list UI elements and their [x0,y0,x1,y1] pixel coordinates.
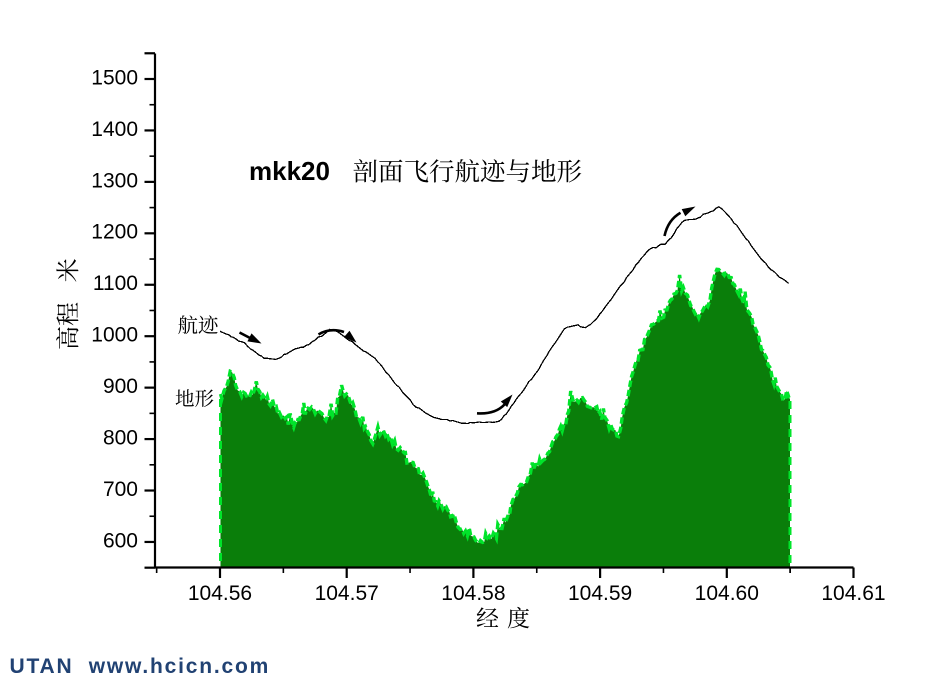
svg-text:1200: 1200 [91,221,138,244]
svg-text:700: 700 [103,478,138,501]
svg-text:mkk20: mkk20 [249,156,330,186]
svg-text:104.58: 104.58 [441,582,505,605]
svg-text:900: 900 [103,375,138,398]
svg-text:UTAN www.hcicn.com: UTAN www.hcicn.com [10,655,271,678]
svg-text:104.57: 104.57 [315,582,379,605]
svg-text:1400: 1400 [91,118,138,141]
svg-text:104.56: 104.56 [188,582,252,605]
svg-text:1300: 1300 [91,169,138,192]
svg-text:1100: 1100 [93,272,138,295]
svg-text:600: 600 [103,529,138,552]
svg-text:104.60: 104.60 [695,582,759,605]
svg-text:1000: 1000 [91,324,138,347]
svg-text:104.61: 104.61 [821,582,885,605]
svg-text:104.59: 104.59 [568,582,632,605]
svg-text:800: 800 [103,426,138,449]
svg-text:1500: 1500 [91,66,138,89]
